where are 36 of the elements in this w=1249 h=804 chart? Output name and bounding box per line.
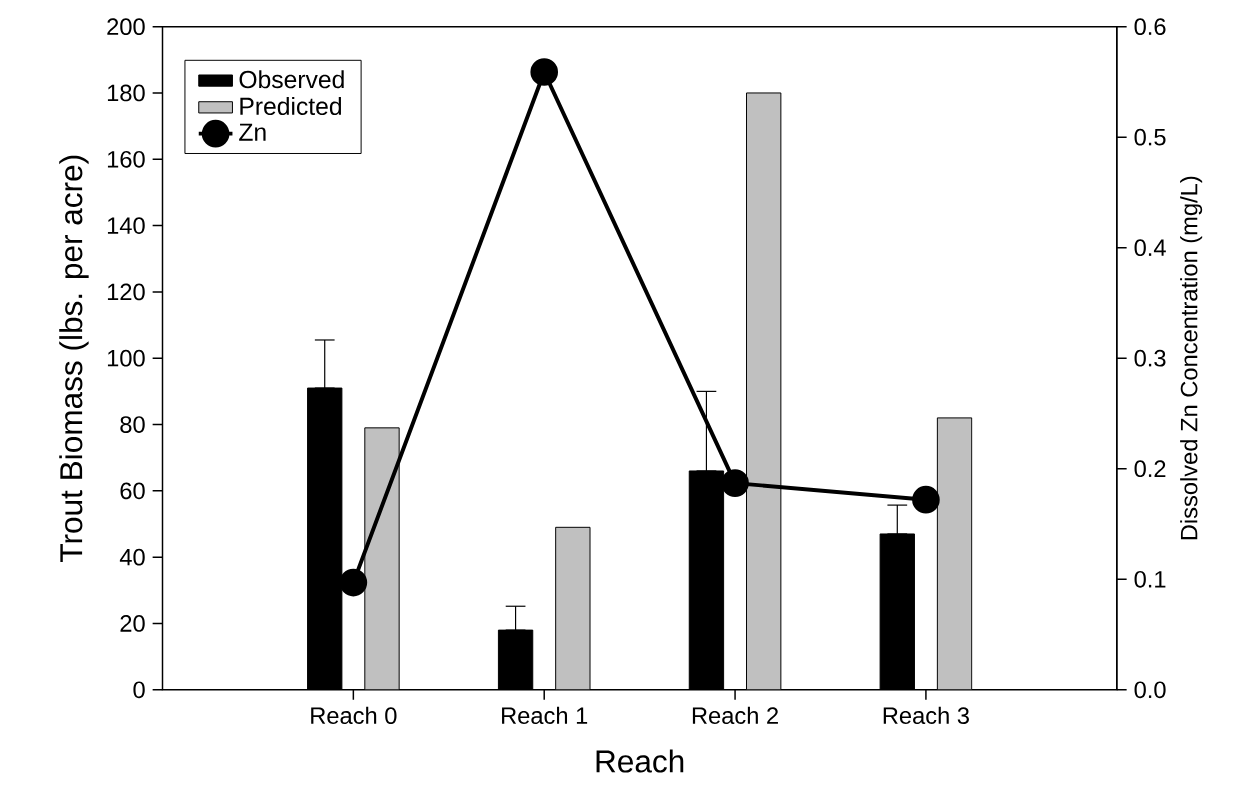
x-tick-label: Reach 3 bbox=[883, 706, 969, 724]
y-tick-label: 120 bbox=[107, 283, 145, 301]
legend-label: Observed bbox=[239, 70, 344, 89]
bar bbox=[364, 427, 400, 690]
x-tick-label: Reach 2 bbox=[692, 706, 778, 724]
y-tick-label: 160 bbox=[107, 150, 145, 168]
bar bbox=[555, 526, 591, 690]
y2-tick-label: 0.5 bbox=[1134, 128, 1166, 146]
y2-tick-label: 0.3 bbox=[1134, 349, 1166, 367]
y-tick-label: 100 bbox=[107, 349, 145, 367]
y2-tick-label: 0.6 bbox=[1134, 18, 1166, 35]
y2-tick-label: 0.0 bbox=[1134, 681, 1166, 699]
y-tick-label: 180 bbox=[107, 84, 145, 102]
x-tick-label: Reach 1 bbox=[502, 706, 588, 724]
point bbox=[339, 568, 368, 597]
y-axis-title: Trout Biomass (lbs. per acre) bbox=[59, 155, 89, 562]
y2-tick-label: 0.1 bbox=[1134, 570, 1166, 588]
bar bbox=[746, 92, 782, 690]
legend-label: Predicted bbox=[240, 96, 341, 115]
y-tick-label: 60 bbox=[120, 482, 145, 500]
y-tick-label: 40 bbox=[119, 548, 145, 566]
y-tick-label: 200 bbox=[107, 18, 145, 35]
x-tick-label: Reach 0 bbox=[311, 706, 397, 724]
y-tick-label: 80 bbox=[120, 416, 145, 433]
y-tick-label: 0 bbox=[133, 681, 145, 699]
y2-tick-label: 0.4 bbox=[1134, 239, 1166, 256]
y2-axis-title: Dissolved Zn Concentration (mg/L) bbox=[1180, 176, 1203, 540]
legend-label: Zn bbox=[239, 123, 266, 141]
bar bbox=[936, 417, 973, 690]
point bbox=[912, 485, 940, 514]
y2-tick-label: 0.2 bbox=[1134, 460, 1166, 477]
point bbox=[530, 58, 559, 86]
y-tick-label: 140 bbox=[107, 217, 145, 234]
point bbox=[721, 469, 749, 497]
x-axis-title: Reach bbox=[596, 749, 684, 773]
y-tick-label: 20 bbox=[120, 614, 145, 632]
